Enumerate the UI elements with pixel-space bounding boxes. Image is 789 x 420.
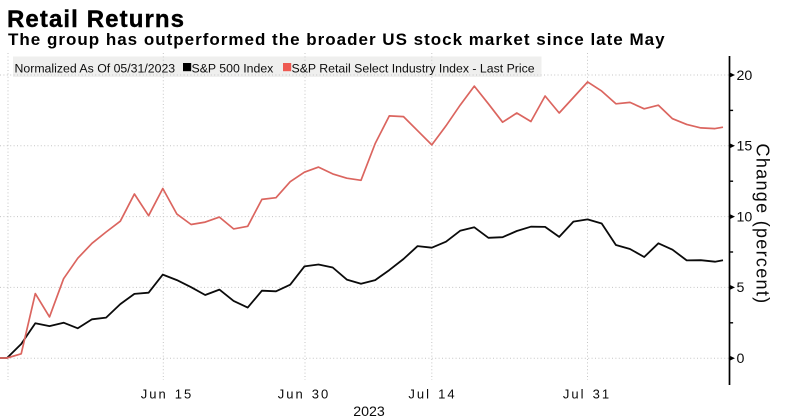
svg-text:10: 10 (737, 209, 753, 225)
svg-text:Jun 15: Jun 15 (141, 387, 194, 402)
svg-text:Jul 14: Jul 14 (408, 387, 456, 402)
svg-text:Jun 30: Jun 30 (278, 387, 331, 402)
svg-text:5: 5 (737, 280, 745, 296)
svg-text:15: 15 (737, 139, 753, 155)
svg-text:2023: 2023 (353, 404, 385, 420)
svg-text:S&P 500 Index: S&P 500 Index (192, 62, 275, 76)
svg-text:S&P Retail Select Industry Ind: S&P Retail Select Industry Index - Last … (292, 62, 535, 76)
svg-text:The group has outperformed the: The group has outperformed the broader U… (8, 30, 666, 49)
svg-text:Retail Returns: Retail Returns (7, 6, 185, 33)
svg-text:0: 0 (737, 351, 745, 367)
svg-text:Jul 31: Jul 31 (563, 387, 611, 402)
svg-text:Normalized As Of 05/31/2023: Normalized As Of 05/31/2023 (15, 62, 176, 76)
svg-text:20: 20 (737, 68, 753, 84)
svg-text:Change (percent): Change (percent) (753, 144, 773, 305)
